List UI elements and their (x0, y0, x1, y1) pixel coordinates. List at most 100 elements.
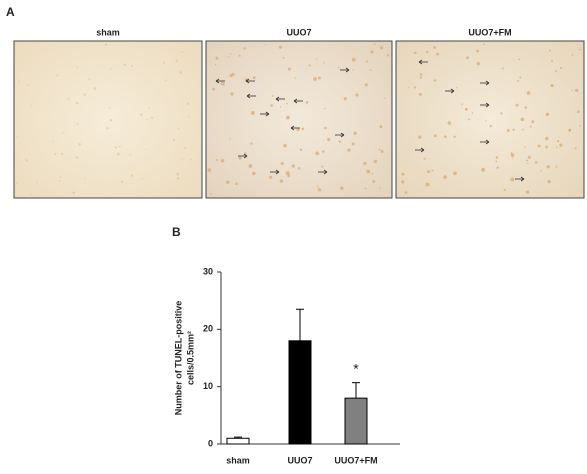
stain-speck (401, 172, 405, 176)
stain-speck (557, 140, 560, 143)
stain-speck (467, 118, 470, 121)
stain-speck (271, 95, 274, 97)
stain-speck (301, 127, 305, 131)
stain-speck (518, 58, 521, 61)
bar (344, 397, 368, 445)
stain-speck (250, 110, 255, 115)
stain-speck (413, 51, 417, 55)
stain-speck (419, 76, 422, 79)
arrow-head (293, 98, 298, 104)
stain-speck (279, 106, 282, 108)
stain-speck (476, 49, 480, 53)
stain-speck (283, 144, 287, 148)
stain-speck (526, 91, 531, 95)
stain-speck (547, 179, 551, 184)
y-tick-label: 0 (208, 438, 213, 448)
stain-speck (503, 189, 506, 192)
stain-speck (250, 142, 253, 145)
stain-speck (226, 180, 230, 184)
stain-speck (435, 52, 439, 56)
stain-speck (76, 66, 79, 68)
stain-speck (379, 187, 381, 189)
stain-speck (378, 148, 381, 151)
stain-speck (521, 128, 524, 131)
stain-speck (431, 169, 434, 172)
stain-speck (175, 59, 178, 62)
stain-speck (363, 161, 367, 165)
stain-speck (286, 102, 288, 105)
stain-speck (317, 76, 321, 80)
stain-speck (52, 140, 55, 143)
stain-speck (282, 56, 285, 59)
arrow-head (485, 80, 490, 86)
stain-speck (25, 159, 28, 162)
stain-speck (26, 84, 29, 87)
stain-speck (321, 165, 324, 168)
stain-speck (443, 175, 447, 179)
stain-speck (270, 104, 273, 107)
stain-speck (373, 159, 378, 164)
stain-speck (579, 48, 581, 51)
stain-speck (210, 193, 212, 195)
stain-speck (189, 158, 192, 161)
stain-speck (371, 172, 374, 175)
stain-speck (404, 191, 408, 194)
stain-speck (220, 81, 225, 86)
stain-speck (464, 107, 468, 111)
stain-speck (30, 193, 32, 196)
stain-speck (427, 170, 431, 174)
arrow-head (485, 102, 490, 108)
stain-speck (109, 119, 113, 122)
stain-speck (186, 102, 190, 106)
stain-speck (419, 92, 423, 96)
stain-speck (230, 53, 232, 55)
stain-speck (555, 165, 558, 168)
stain-speck (140, 113, 143, 116)
stain-speck (93, 87, 97, 90)
stain-speck (343, 97, 347, 101)
stain-speck (453, 135, 456, 138)
stain-speck (500, 112, 503, 115)
stain-speck (534, 161, 538, 164)
stain-speck (373, 43, 376, 45)
stain-speck (179, 71, 183, 74)
stain-speck (340, 186, 344, 190)
stain-speck (299, 148, 303, 151)
stain-speck (576, 110, 580, 113)
stain-speck (483, 43, 485, 45)
stain-speck (386, 54, 390, 57)
stain-speck (215, 56, 219, 60)
stain-speck (83, 93, 86, 96)
stain-speck (280, 162, 284, 166)
stain-speck (212, 87, 216, 91)
stain-speck (525, 190, 530, 194)
stain-speck (550, 84, 554, 88)
stain-speck (243, 47, 246, 50)
stain-speck (502, 67, 504, 70)
arrow-head (520, 176, 525, 182)
micrograph (13, 40, 203, 199)
arrow-head (418, 59, 423, 65)
stain-speck (188, 116, 190, 118)
stain-speck (58, 179, 61, 182)
stain-speck (183, 146, 187, 150)
stain-speck (207, 168, 212, 173)
stain-speck (244, 152, 247, 155)
stain-speck (495, 160, 498, 163)
stain-speck (145, 148, 147, 151)
stain-speck (419, 73, 423, 76)
stain-speck (579, 124, 582, 127)
arrow-head (275, 169, 280, 175)
stain-speck (423, 157, 426, 160)
stain-speck (568, 128, 572, 132)
stain-speck (229, 137, 231, 140)
x-tick-label: UUO7+FM (334, 455, 377, 465)
stain-speck (36, 182, 38, 184)
stain-speck (117, 152, 120, 156)
stain-speck (506, 129, 510, 133)
stain-speck (227, 56, 230, 58)
stain-speck (571, 89, 573, 91)
stain-speck (548, 49, 551, 52)
stain-speck (465, 56, 469, 60)
stain-speck (527, 155, 531, 159)
